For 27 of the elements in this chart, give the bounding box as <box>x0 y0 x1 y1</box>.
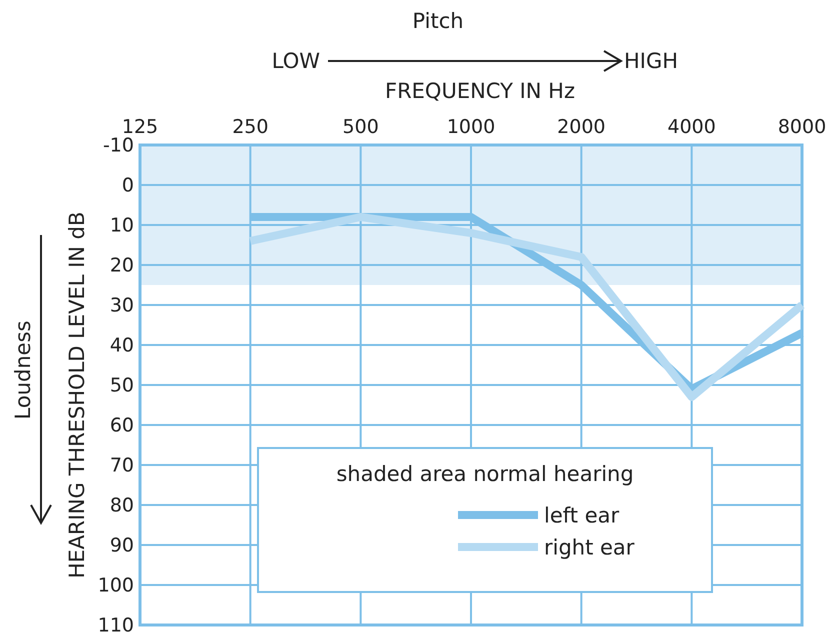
legend-title: shaded area normal hearing <box>336 462 634 486</box>
x-tick-label: 8000 <box>778 116 826 138</box>
x-tick-label: 500 <box>342 116 379 138</box>
text: Pitch <box>412 9 464 33</box>
x-tick-label: 1000 <box>446 116 496 138</box>
legend-label: left ear <box>544 503 620 528</box>
x-tick-label: 4000 <box>667 116 716 138</box>
y-tick-label: 50 <box>110 374 134 397</box>
y-tick-label: 60 <box>110 414 134 437</box>
y-tick-label: 80 <box>110 494 134 517</box>
y-tick-label: 40 <box>110 334 134 357</box>
y-tick-label: 30 <box>110 294 134 317</box>
y-tick-label: 20 <box>110 254 134 277</box>
text: HIGH <box>624 49 678 73</box>
y-tick-label: 100 <box>98 574 134 597</box>
y-tick-label: 10 <box>110 214 134 237</box>
x-axis-title: FREQUENCY IN Hz <box>384 79 576 103</box>
y-tick-label: 90 <box>110 534 134 557</box>
y-tick-label: 110 <box>98 614 134 635</box>
x-tick-label: 2000 <box>557 116 606 138</box>
text: LOW <box>272 49 320 73</box>
y-tick-label: 0 <box>122 174 134 197</box>
y-tick-label: 70 <box>110 454 134 477</box>
text: Loudness <box>11 320 35 420</box>
y-axis-title: HEARING THRESHOLD LEVEL IN dB <box>65 212 89 578</box>
legend-label: right ear <box>544 535 635 560</box>
x-tick-label: 250 <box>232 116 268 138</box>
